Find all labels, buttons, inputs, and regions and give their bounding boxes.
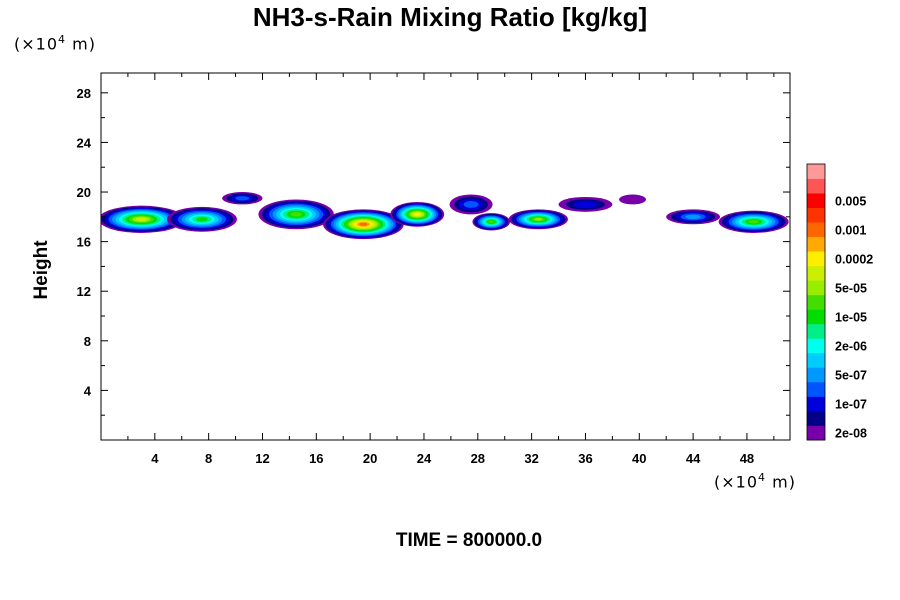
data-cell-6-level-3 [463, 200, 479, 208]
colorbar-label-0: 2e-08 [835, 427, 867, 441]
colorbar-swatch-11 [807, 265, 825, 281]
colorbar-swatch-0 [807, 425, 825, 441]
plot-frame [100, 72, 791, 441]
data-cell-1 [166, 206, 237, 232]
data-cell-7-level-9 [488, 220, 495, 224]
colorbar-label-8: 0.005 [835, 194, 866, 208]
y-axis-unit: (×104 m) [14, 33, 96, 53]
colorbar-label-3: 2e-06 [835, 340, 867, 354]
y-tick-label-0: 4 [84, 383, 92, 398]
colorbar-swatch-4 [807, 367, 825, 383]
data-cell-3-level-9 [290, 212, 302, 217]
x-unit-suffix: m) [766, 472, 796, 492]
data-cell-5-level-12 [414, 212, 421, 216]
x-axis-unit: (×104 m) [714, 471, 796, 491]
data-cell-3 [258, 199, 334, 230]
x-unit-exponent: 4 [758, 471, 767, 484]
x-tick-label-10: 44 [686, 451, 701, 466]
colorbar-swatch-9 [807, 294, 825, 310]
colorbar: 2e-08 1e-07 5e-07 2e-06 1e-05 5e-05 0.0002 0.00… [806, 163, 873, 441]
y-unit-prefix: (×10 [14, 34, 59, 54]
data-cell-6 [449, 194, 493, 215]
colorbar-swatch-18 [807, 164, 825, 179]
colorbar-label-5: 5e-05 [835, 281, 867, 295]
colorbar-swatch-6 [807, 338, 825, 354]
x-tick-label-7: 32 [524, 451, 538, 466]
data-cell-2 [222, 192, 263, 205]
data-cell-11-level-4 [685, 214, 701, 219]
y-tick-label-6: 28 [77, 86, 91, 101]
x-tick-label-6: 28 [471, 451, 485, 466]
x-tick-label-8: 36 [578, 451, 592, 466]
colorbar-swatch-14 [807, 222, 825, 238]
colorbar-label-6: 0.0002 [835, 252, 873, 266]
y-unit-suffix: m) [66, 34, 96, 54]
data-cell-4-level-14 [359, 222, 368, 226]
colorbar-swatch-10 [807, 280, 825, 296]
colorbar-swatch-7 [807, 323, 825, 339]
data-field [101, 192, 789, 240]
colorbar-swatch-2 [807, 396, 825, 412]
y-unit-exponent: 4 [58, 33, 67, 46]
colorbar-frame [806, 163, 826, 441]
data-cell-9 [558, 196, 613, 212]
data-cell-9-level-2 [573, 201, 598, 208]
data-cell-2-level-3 [235, 196, 250, 201]
colorbar-swatch-5 [807, 352, 825, 368]
time-label: TIME = 800000.0 [395, 530, 543, 551]
y-tick-label-3: 16 [77, 235, 91, 250]
chart-title: NH3-s-Rain Mixing Ratio [kg/kg] [252, 2, 648, 32]
x-tick-label-3: 16 [309, 451, 323, 466]
colorbar-swatch-13 [807, 236, 825, 252]
x-tick-label-5: 24 [417, 451, 432, 466]
y-tick-label-1: 8 [84, 334, 91, 349]
data-cell-7 [472, 213, 511, 231]
x-tick-label-11: 48 [740, 451, 754, 466]
data-cell-5 [390, 201, 445, 227]
data-cell-8-level-10 [534, 217, 543, 221]
colorbar-swatch-1 [807, 410, 825, 426]
data-cell-0 [101, 205, 185, 233]
data-cell-4 [323, 209, 404, 240]
x-tick-label-4: 20 [363, 451, 377, 466]
colorbar-swatch-8 [807, 309, 825, 325]
colorbar-label-2: 5e-07 [835, 369, 867, 383]
colorbar-swatch-15 [807, 207, 825, 223]
y-tick-label-4: 20 [77, 185, 91, 200]
colorbar-label-1: 1e-07 [835, 398, 867, 412]
colorbar-swatch-12 [807, 251, 825, 267]
colorbar-label-7: 0.001 [835, 223, 866, 237]
x-unit-prefix: (×10 [714, 472, 759, 492]
x-tick-label-9: 40 [632, 451, 646, 466]
data-cell-12-level-9 [748, 220, 759, 224]
data-cell-10-level-0 [619, 194, 647, 205]
data-cell-1-level-8 [196, 217, 208, 222]
data-cell-11 [666, 209, 721, 225]
data-cell-12 [718, 210, 789, 233]
data-cell-0-level-11 [135, 217, 147, 222]
x-tick-label-1: 8 [205, 451, 212, 466]
data-cell-10 [619, 194, 647, 205]
x-tick-label-0: 4 [151, 451, 159, 466]
colorbar-swatch-3 [807, 381, 825, 397]
colorbar-swatch-16 [807, 193, 825, 208]
y-tick-label-5: 24 [77, 135, 92, 150]
data-cell-8 [508, 209, 568, 230]
x-tick-label-2: 12 [255, 451, 269, 466]
colorbar-swatch-17 [807, 178, 825, 194]
y-tick-label-2: 12 [77, 284, 91, 299]
colorbar-label-4: 1e-05 [835, 311, 867, 325]
